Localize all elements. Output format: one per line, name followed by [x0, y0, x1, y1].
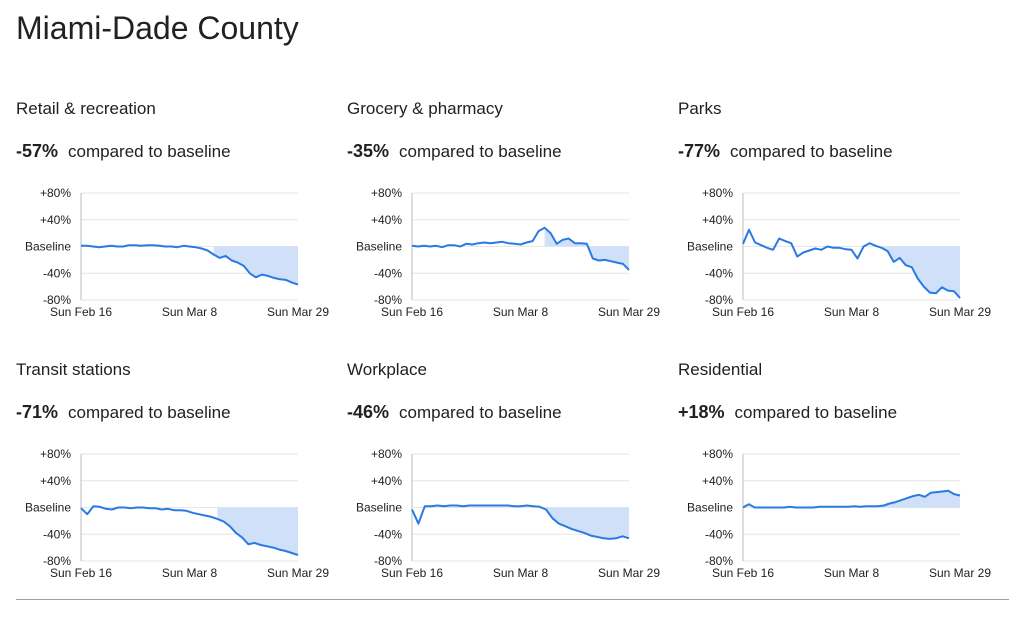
y-tick-label: -80% — [43, 293, 71, 307]
x-tick-label: Sun Feb 16 — [712, 305, 774, 319]
panel-workplace: Workplace -46% compared to baseline +80% +… — [347, 360, 667, 600]
x-tick-label: Sun Feb 16 — [712, 566, 774, 580]
category-title: Grocery & pharmacy — [347, 99, 503, 118]
mobility-chart: +80% +40% Baseline -40% -80%Sun Feb 16 Sun Ma… — [25, 447, 329, 580]
y-tick-label: +40% — [40, 213, 71, 227]
x-tick-label: Sun Mar 8 — [493, 305, 549, 319]
y-tick-label: -40% — [705, 527, 733, 541]
percent-value: -57% — [16, 141, 59, 161]
percent-value: -71% — [16, 402, 59, 422]
baseline-difference-area — [217, 507, 298, 555]
x-tick-label: Sun Feb 16 — [381, 305, 443, 319]
y-tick-label: +80% — [702, 186, 733, 200]
y-tick-label: -40% — [43, 527, 71, 541]
x-tick-label: Sun Feb 16 — [50, 566, 112, 580]
y-tick-label: -40% — [374, 527, 402, 541]
compared-label: compared to baseline — [734, 403, 898, 422]
y-tick-label: +80% — [40, 447, 71, 461]
mobility-chart: +80% +40% Baseline -40% -80%Sun Feb 16 Sun Ma… — [25, 186, 329, 319]
mobility-chart: +80% +40% Baseline -40% -80%Sun Feb 16 Sun Ma… — [356, 447, 660, 580]
y-tick-label: Baseline — [25, 501, 71, 515]
percent-row: -35% compared to baseline — [347, 141, 562, 162]
x-tick-label: Sun Feb 16 — [381, 566, 443, 580]
y-tick-label: +40% — [702, 213, 733, 227]
x-tick-label: Sun Mar 29 — [929, 305, 991, 319]
mobility-series-line — [742, 489, 961, 509]
compared-label: compared to baseline — [68, 403, 231, 422]
y-tick-label: +80% — [371, 447, 402, 461]
mobility-series-line — [81, 244, 299, 286]
y-tick-label: -40% — [43, 266, 71, 280]
y-tick-label: Baseline — [356, 240, 402, 254]
category-title: Parks — [678, 99, 722, 118]
x-tick-label: Sun Mar 8 — [824, 566, 880, 580]
mobility-chart: +80% +40% Baseline -40% -80%Sun Feb 16 Sun Ma… — [356, 186, 660, 319]
percent-row: -71% compared to baseline — [16, 402, 231, 423]
panel-residential: Residential +18% compared to baseline +80… — [678, 360, 998, 600]
percent-row: -77% compared to baseline — [678, 141, 893, 162]
y-tick-label: -80% — [374, 293, 402, 307]
mobility-chart: +80% +40% Baseline -40% -80%Sun Feb 16 Sun Ma… — [687, 186, 991, 319]
percent-row: -57% compared to baseline — [16, 141, 231, 162]
percent-value: -46% — [347, 402, 390, 422]
compared-label: compared to baseline — [730, 142, 893, 161]
page-title: Miami-Dade County — [16, 10, 299, 46]
y-tick-label: Baseline — [687, 501, 733, 515]
y-tick-label: +80% — [40, 186, 71, 200]
percent-row: -46% compared to baseline — [347, 402, 562, 423]
compared-label: compared to baseline — [399, 142, 562, 161]
x-tick-label: Sun Mar 8 — [824, 305, 880, 319]
y-tick-label: +80% — [371, 186, 402, 200]
y-tick-label: Baseline — [356, 501, 402, 515]
category-title: Workplace — [347, 360, 427, 379]
panel-transit-stations: Transit stations -71% compared to baselin… — [16, 360, 336, 600]
y-tick-label: +40% — [40, 474, 71, 488]
mobility-series-line — [80, 505, 299, 556]
category-title: Retail & recreation — [16, 99, 156, 118]
mobility-series-line — [411, 226, 630, 271]
x-tick-label: Sun Mar 29 — [267, 566, 329, 580]
panel-parks: Parks -77% compared to baseline +80% +40% B… — [678, 99, 998, 339]
bottom-divider — [16, 599, 1009, 600]
y-tick-label: +40% — [371, 474, 402, 488]
y-tick-label: -80% — [705, 554, 733, 568]
compared-label: compared to baseline — [399, 403, 562, 422]
y-tick-label: -80% — [705, 293, 733, 307]
x-tick-label: Sun Feb 16 — [50, 305, 112, 319]
x-tick-label: Sun Mar 29 — [598, 566, 660, 580]
panel-grocery-pharmacy: Grocery & pharmacy -35% compared to basel… — [347, 99, 667, 339]
x-tick-label: Sun Mar 29 — [267, 305, 329, 319]
x-tick-label: Sun Mar 29 — [929, 566, 991, 580]
percent-value: -77% — [678, 141, 721, 161]
y-tick-label: -80% — [374, 554, 402, 568]
percent-row: +18% compared to baseline — [678, 402, 897, 423]
panel-retail-recreation: Retail & recreation -57% compared to base… — [16, 99, 336, 339]
y-tick-label: Baseline — [687, 240, 733, 254]
y-tick-label: -40% — [705, 266, 733, 280]
x-tick-label: Sun Mar 8 — [162, 305, 218, 319]
percent-value: +18% — [678, 402, 725, 422]
baseline-difference-area — [213, 246, 298, 285]
x-tick-label: Sun Mar 8 — [493, 566, 549, 580]
mobility-chart: +80% +40% Baseline -40% -80%Sun Feb 16 Sun Ma… — [687, 447, 991, 580]
baseline-difference-area — [544, 227, 629, 270]
y-tick-label: -40% — [374, 266, 402, 280]
mobility-series-line — [742, 228, 961, 299]
y-tick-label: Baseline — [25, 240, 71, 254]
category-title: Residential — [678, 360, 763, 379]
y-tick-label: -80% — [43, 554, 71, 568]
mobility-series-line — [411, 504, 630, 540]
baseline-difference-area — [546, 507, 629, 539]
y-tick-label: +40% — [702, 474, 733, 488]
category-title: Transit stations — [16, 360, 131, 379]
y-tick-label: +40% — [371, 213, 402, 227]
x-tick-label: Sun Mar 29 — [598, 305, 660, 319]
compared-label: compared to baseline — [68, 142, 231, 161]
baseline-difference-area — [877, 490, 960, 508]
x-tick-label: Sun Mar 8 — [162, 566, 218, 580]
percent-value: -35% — [347, 141, 390, 161]
y-tick-label: +80% — [702, 447, 733, 461]
